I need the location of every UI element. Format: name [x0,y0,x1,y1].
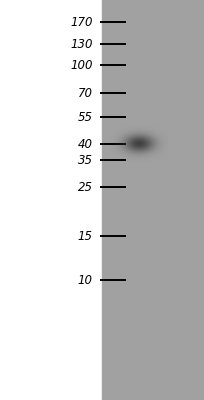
Text: 170: 170 [70,16,93,28]
Text: 55: 55 [78,111,93,124]
Text: 70: 70 [78,87,93,100]
Text: 25: 25 [78,181,93,194]
Text: 130: 130 [70,38,93,50]
Text: 10: 10 [78,274,93,286]
Text: 40: 40 [78,138,93,150]
Text: 35: 35 [78,154,93,166]
Text: 15: 15 [78,230,93,242]
Text: 100: 100 [70,59,93,72]
Bar [102,0,204,400]
